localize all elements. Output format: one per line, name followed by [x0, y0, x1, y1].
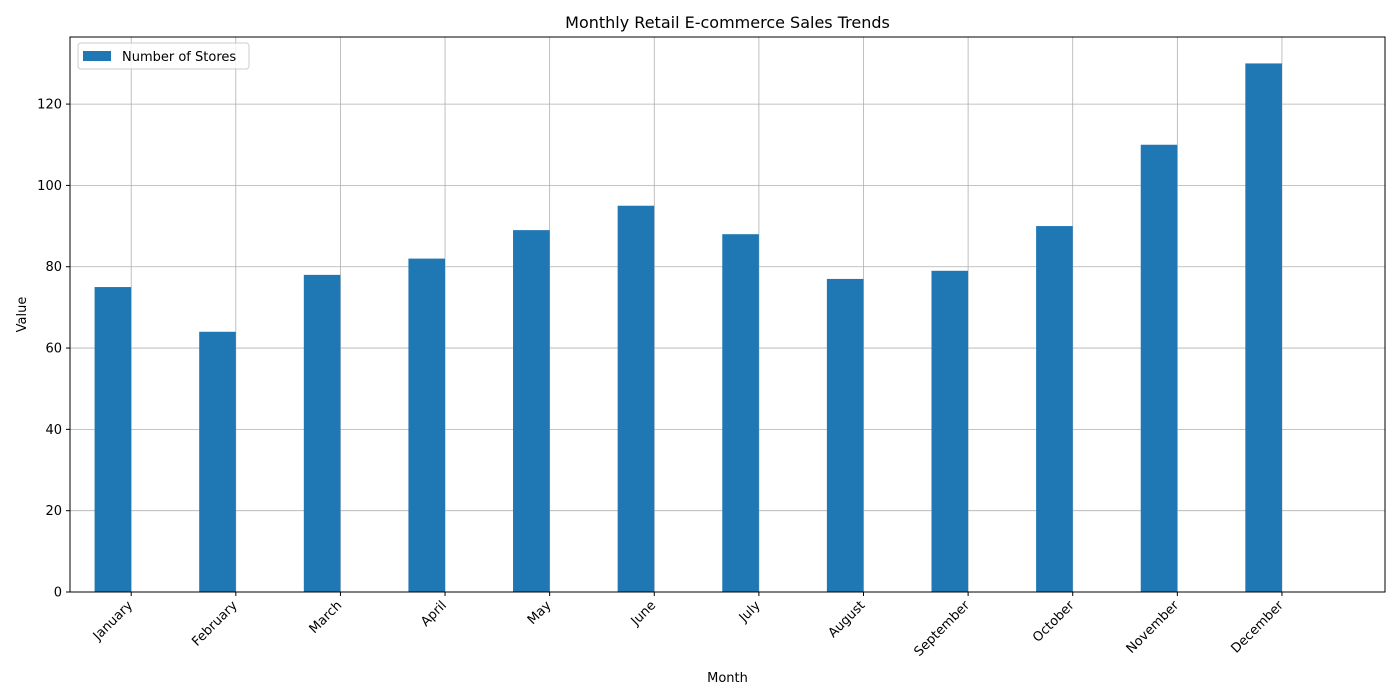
y-tick-label: 40: [45, 423, 62, 438]
bar: [513, 230, 550, 592]
bars: [94, 63, 1282, 593]
bar: [94, 287, 132, 592]
y-axis-title: Value: [15, 297, 30, 333]
bar: [1245, 63, 1282, 592]
legend-swatch: [83, 51, 111, 61]
legend-label: Number of Stores: [122, 50, 236, 65]
bar: [408, 258, 446, 592]
chart-title: Monthly Retail E-commerce Sales Trends: [565, 13, 890, 32]
bar: [1140, 144, 1178, 592]
y-tick-label: 60: [45, 342, 62, 357]
legend: Number of Stores: [77, 42, 250, 70]
y-tick-label: 100: [37, 179, 62, 194]
y-tick-label: 120: [37, 98, 62, 113]
bar: [722, 234, 759, 592]
plot-frame: [69, 36, 1386, 593]
x-axis-title: Month: [707, 671, 748, 686]
y-tick-label: 80: [45, 260, 62, 275]
bar: [931, 270, 969, 592]
y-tick-label: 0: [54, 586, 62, 601]
bar: [303, 274, 341, 592]
y-tick-label: 20: [45, 504, 62, 519]
bar: [1036, 226, 1073, 593]
legend-box: [77, 42, 250, 70]
bar: [617, 205, 655, 592]
bar: [199, 331, 236, 592]
bar: [826, 278, 864, 592]
